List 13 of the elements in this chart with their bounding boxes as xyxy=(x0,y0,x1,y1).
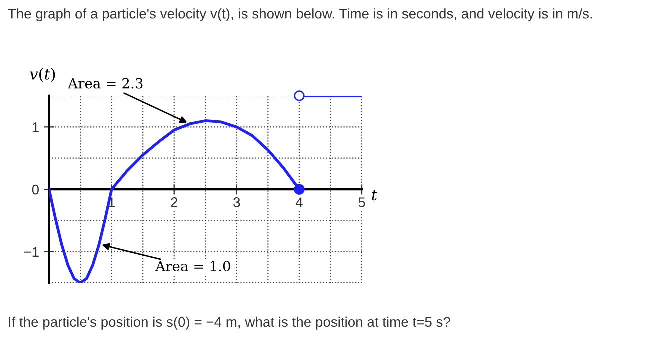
x-axis-title: t xyxy=(372,190,378,201)
annotation: Area = 2.3 xyxy=(68,78,143,89)
annotation: Area = 1.0 xyxy=(156,261,230,272)
chart-title: The graph of a particle's velocity v(t), is shown below. Time is in seconds, and velocity is in m/s. xyxy=(8,8,592,22)
y-tick-label: 1 xyxy=(32,122,39,132)
x-tick-label: 5 xyxy=(358,198,366,208)
y-tick-label: −1 xyxy=(24,247,39,257)
x-tick-label: 2 xyxy=(171,198,178,208)
y-tick-label: 0 xyxy=(32,184,40,195)
y-axis-title: v(t) xyxy=(30,68,56,82)
x-tick-label: 3 xyxy=(234,198,240,208)
text: If the particle's position is s(0) = −4 m, what is the position at time t=5 s? xyxy=(9,316,450,330)
x-tick-label: 4 xyxy=(296,198,303,208)
